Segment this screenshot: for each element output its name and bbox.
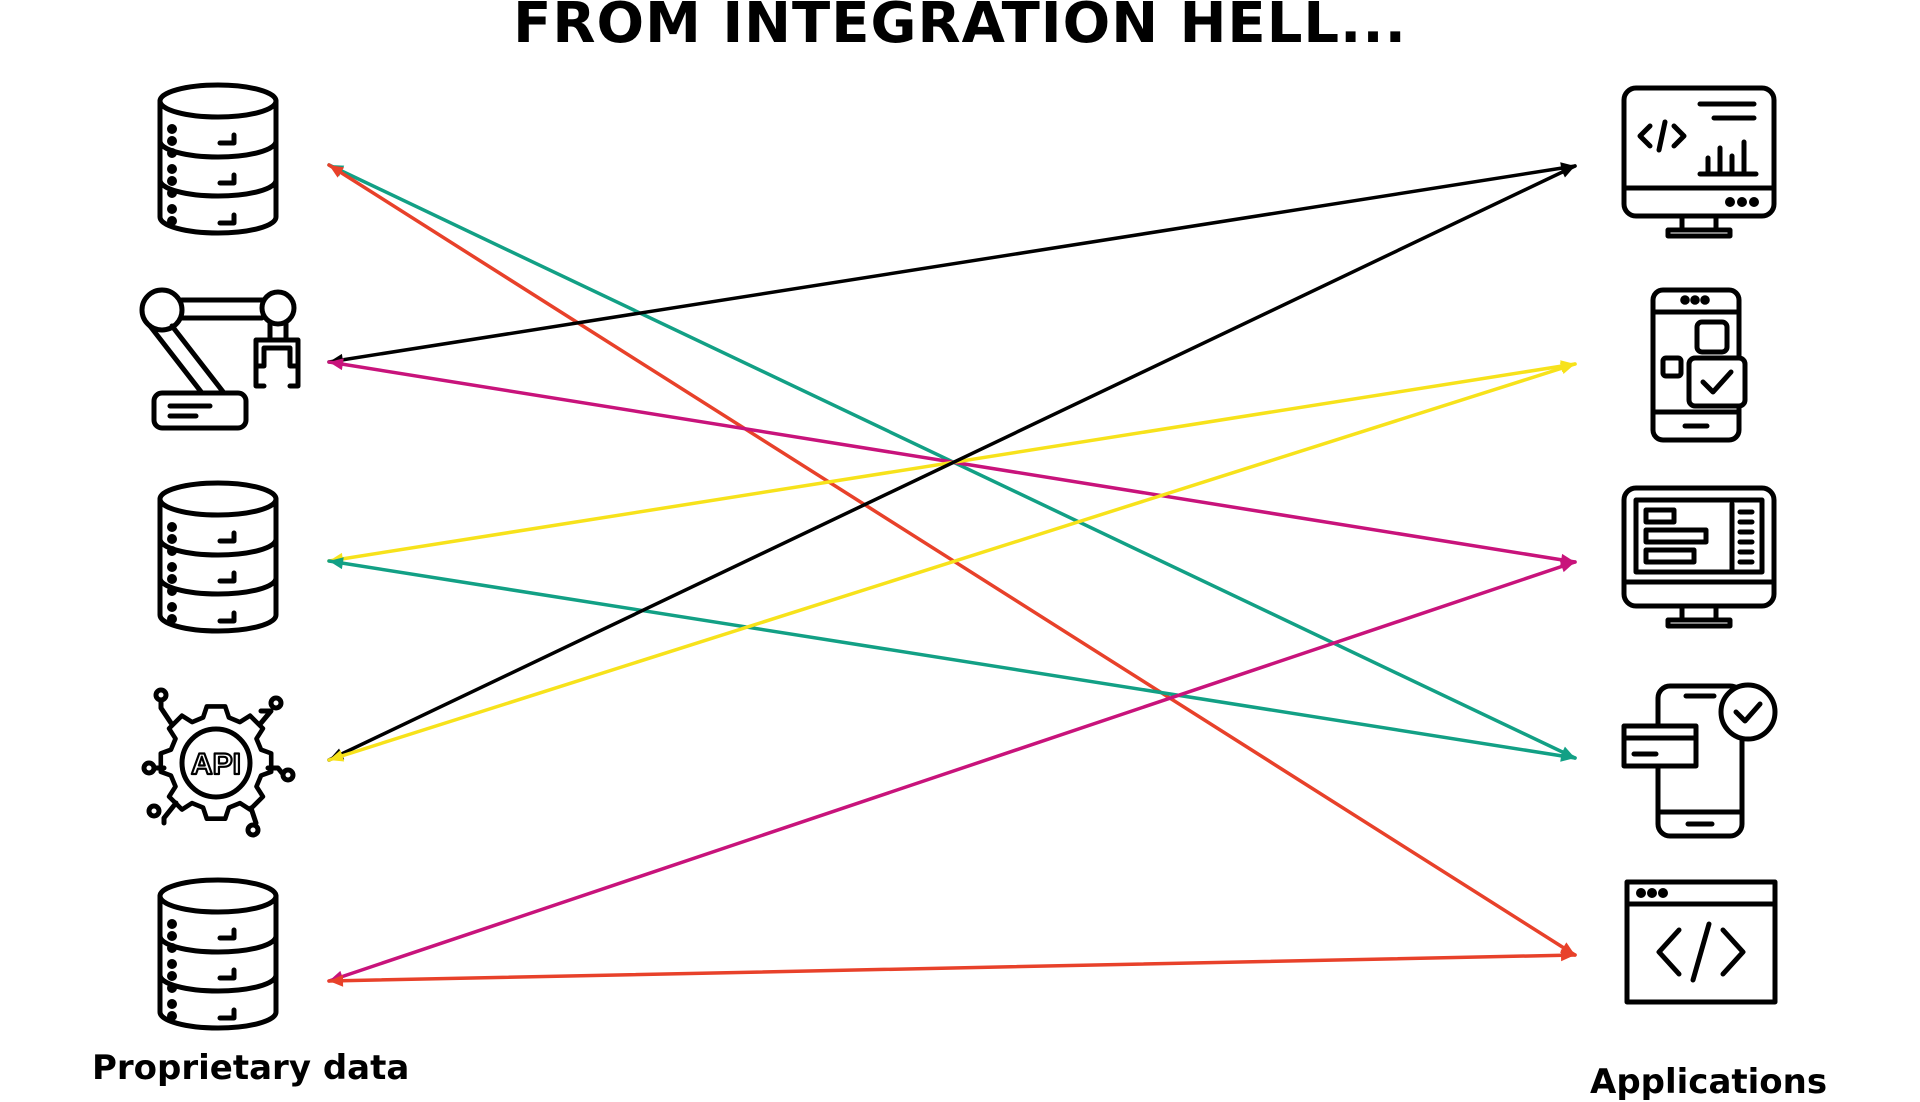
arrowhead — [1560, 749, 1575, 762]
connection-line — [327, 163, 1577, 957]
arrowhead — [329, 750, 345, 762]
mobile-app-checklist-icon — [1650, 287, 1748, 443]
api-gear-icon: API — [141, 687, 296, 838]
arrowhead — [1559, 362, 1575, 374]
applications-label: Applications — [1590, 1062, 1828, 1102]
connection-line — [327, 362, 1577, 762]
browser-code-window-icon — [1624, 879, 1778, 1005]
database-icon — [157, 877, 279, 1031]
connection-line — [327, 953, 1577, 983]
sources-label: Proprietary data — [92, 1048, 410, 1088]
arrowhead — [1560, 949, 1575, 962]
connection-line — [327, 164, 1577, 762]
database-icon — [157, 82, 279, 236]
connection-line — [327, 560, 1577, 983]
arrowhead — [1559, 560, 1575, 573]
mobile-payment-check-icon — [1621, 682, 1778, 839]
connection-line — [327, 559, 1577, 760]
arrowhead — [1559, 166, 1575, 178]
code-analytics-monitor-icon — [1621, 85, 1777, 239]
dashboard-monitor-icon — [1621, 485, 1777, 629]
connection-line — [327, 164, 1577, 364]
arrowhead — [329, 358, 344, 371]
arrowhead — [329, 165, 345, 178]
database-icon — [157, 480, 279, 634]
arrowhead — [329, 974, 344, 987]
arrowhead — [329, 557, 344, 570]
diagram-title: FROM INTEGRATION HELL... — [513, 0, 1407, 56]
robotic-arm-icon — [139, 287, 301, 431]
svg-text:API: API — [191, 748, 241, 781]
